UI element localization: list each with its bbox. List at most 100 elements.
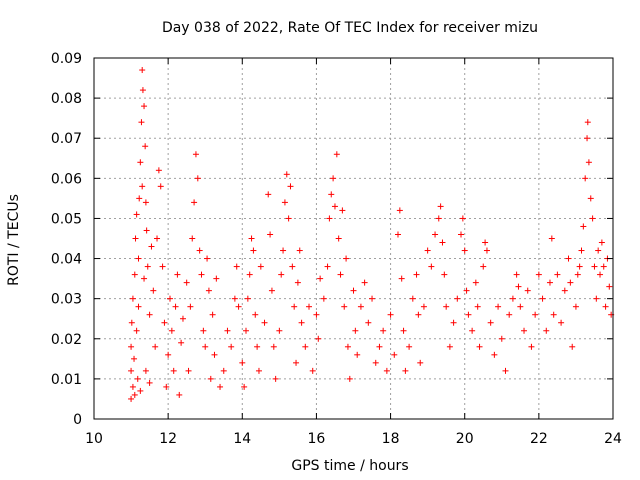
data-point bbox=[257, 263, 264, 270]
data-point bbox=[335, 235, 342, 242]
data-point bbox=[369, 295, 376, 302]
data-point bbox=[498, 335, 505, 342]
y-tick-label: 0 bbox=[73, 412, 82, 428]
data-point bbox=[582, 175, 589, 182]
data-point bbox=[250, 247, 257, 254]
data-point bbox=[513, 271, 520, 278]
data-point bbox=[506, 311, 513, 318]
y-tick-label: 0.03 bbox=[51, 292, 82, 308]
data-point bbox=[324, 263, 331, 270]
data-point bbox=[396, 207, 403, 214]
data-point bbox=[413, 271, 420, 278]
data-point bbox=[309, 367, 316, 374]
data-point bbox=[268, 287, 275, 294]
data-point bbox=[139, 183, 146, 190]
data-point bbox=[333, 151, 340, 158]
data-point bbox=[428, 263, 435, 270]
data-point bbox=[128, 367, 135, 374]
data-point bbox=[435, 215, 442, 222]
data-point bbox=[313, 311, 320, 318]
data-point bbox=[521, 327, 528, 334]
data-point bbox=[154, 235, 161, 242]
data-point bbox=[339, 207, 346, 214]
data-point bbox=[235, 303, 242, 310]
data-point bbox=[365, 319, 372, 326]
data-point bbox=[132, 235, 139, 242]
data-point bbox=[532, 311, 539, 318]
data-point bbox=[406, 343, 413, 350]
data-point bbox=[146, 311, 153, 318]
data-point bbox=[331, 203, 338, 210]
data-point bbox=[472, 279, 479, 286]
data-point bbox=[450, 319, 457, 326]
data-point bbox=[591, 263, 598, 270]
data-point bbox=[565, 255, 572, 262]
data-point bbox=[548, 235, 555, 242]
data-point bbox=[137, 387, 144, 394]
data-point bbox=[152, 343, 159, 350]
data-point bbox=[585, 159, 592, 166]
data-point bbox=[157, 183, 164, 190]
data-point bbox=[187, 303, 194, 310]
data-point bbox=[398, 275, 405, 282]
data-point bbox=[220, 367, 227, 374]
data-point bbox=[387, 311, 394, 318]
data-point bbox=[148, 243, 155, 250]
data-point bbox=[372, 359, 379, 366]
data-point bbox=[352, 327, 359, 334]
data-point bbox=[394, 231, 401, 238]
data-point bbox=[446, 343, 453, 350]
data-point bbox=[200, 327, 207, 334]
data-point bbox=[192, 151, 199, 158]
data-point bbox=[337, 271, 344, 278]
data-point bbox=[270, 343, 277, 350]
data-point bbox=[463, 287, 470, 294]
data-point bbox=[209, 311, 216, 318]
x-tick-label: 18 bbox=[382, 431, 400, 447]
data-point bbox=[459, 215, 466, 222]
data-point bbox=[482, 239, 489, 246]
data-point bbox=[143, 227, 150, 234]
data-point bbox=[539, 295, 546, 302]
data-point bbox=[141, 275, 148, 282]
data-point bbox=[161, 319, 168, 326]
data-point bbox=[424, 247, 431, 254]
x-tick-label: 14 bbox=[233, 431, 251, 447]
data-point bbox=[196, 247, 203, 254]
data-point bbox=[517, 303, 524, 310]
data-point bbox=[142, 199, 149, 206]
data-point bbox=[287, 183, 294, 190]
data-point bbox=[205, 287, 212, 294]
data-point bbox=[558, 319, 565, 326]
data-point bbox=[155, 167, 162, 174]
data-point bbox=[189, 235, 196, 242]
data-point bbox=[211, 351, 218, 358]
data-point bbox=[572, 303, 579, 310]
data-point bbox=[376, 343, 383, 350]
data-point bbox=[183, 279, 190, 286]
data-point bbox=[281, 199, 288, 206]
data-point bbox=[146, 379, 153, 386]
data-point bbox=[476, 343, 483, 350]
x-axis-label: GPS time / hours bbox=[291, 458, 408, 474]
data-point bbox=[134, 375, 141, 382]
data-point bbox=[278, 271, 285, 278]
data-point bbox=[350, 287, 357, 294]
data-point bbox=[242, 327, 249, 334]
data-point bbox=[315, 335, 322, 342]
data-point bbox=[597, 271, 604, 278]
data-point bbox=[142, 367, 149, 374]
data-point bbox=[285, 215, 292, 222]
data-point bbox=[163, 383, 170, 390]
x-tick-label: 24 bbox=[604, 431, 622, 447]
data-point bbox=[252, 311, 259, 318]
data-point bbox=[606, 283, 613, 290]
data-point bbox=[550, 311, 557, 318]
plot-frame bbox=[93, 57, 614, 420]
data-point bbox=[136, 195, 143, 202]
data-point bbox=[131, 271, 138, 278]
data-point bbox=[139, 87, 146, 94]
data-point bbox=[217, 383, 224, 390]
data-point bbox=[272, 375, 279, 382]
